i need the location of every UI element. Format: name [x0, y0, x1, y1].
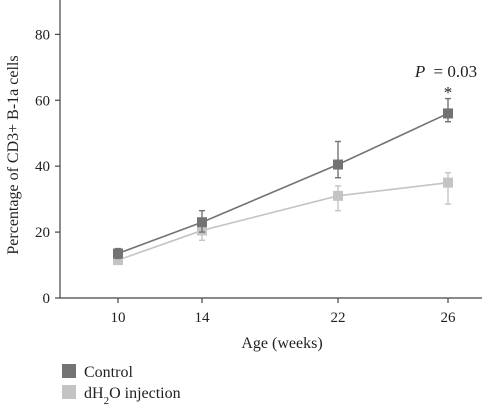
data-point-control: [333, 159, 343, 170]
data-point-dh2o: [443, 177, 453, 188]
y-tick-label: 60: [35, 93, 50, 109]
series-line-dh2o: [117, 181, 449, 261]
series-layer: [113, 97, 453, 266]
legend: Control dH2O injection: [62, 364, 181, 407]
legend-label-dh2o-part1: dH: [84, 385, 104, 402]
x-tick-label: 10: [111, 310, 126, 326]
series-line-control: [117, 112, 449, 255]
legend-label-dh2o-part2: O injection: [109, 385, 181, 402]
x-axis-label: Age (weeks): [241, 335, 322, 352]
legend-swatch-dh2o: [62, 385, 76, 399]
axes: 0 20 40 60 80 10 14 22 26: [35, 0, 482, 326]
data-point-dh2o: [113, 255, 123, 266]
significance-star: *: [444, 83, 453, 102]
y-tick-label: 80: [35, 27, 50, 43]
legend-label-control: Control: [84, 364, 133, 381]
y-axis-ticks: 0 20 40 60 80: [35, 27, 60, 307]
series-control: [113, 97, 453, 260]
significance-annotation: P = 0.03 *: [414, 62, 477, 102]
legend-swatch-control: [62, 364, 76, 378]
p-symbol: P: [414, 62, 425, 81]
y-axis-label: Percentage of CD3+ B-1a cells: [5, 55, 22, 254]
legend-label-dh2o: dH2O injection: [84, 385, 181, 407]
p-value-label: P = 0.03: [414, 62, 477, 81]
x-tick-label: 26: [441, 310, 457, 326]
data-point-dh2o: [333, 190, 343, 201]
legend-label-dh2o-subscript: 2: [104, 395, 110, 407]
y-tick-label: 20: [35, 225, 50, 241]
x-tick-label: 22: [331, 310, 346, 326]
data-point-control: [197, 217, 207, 228]
x-tick-label: 14: [195, 310, 211, 326]
series-dh2o: [113, 172, 453, 266]
data-point-control: [443, 108, 453, 119]
p-value-text: = 0.03: [434, 62, 478, 81]
data-point-control: [113, 248, 123, 259]
x-axis-ticks: 10 14 22 26: [111, 298, 457, 326]
y-tick-label: 40: [35, 159, 50, 175]
y-tick-label: 0: [43, 291, 51, 307]
